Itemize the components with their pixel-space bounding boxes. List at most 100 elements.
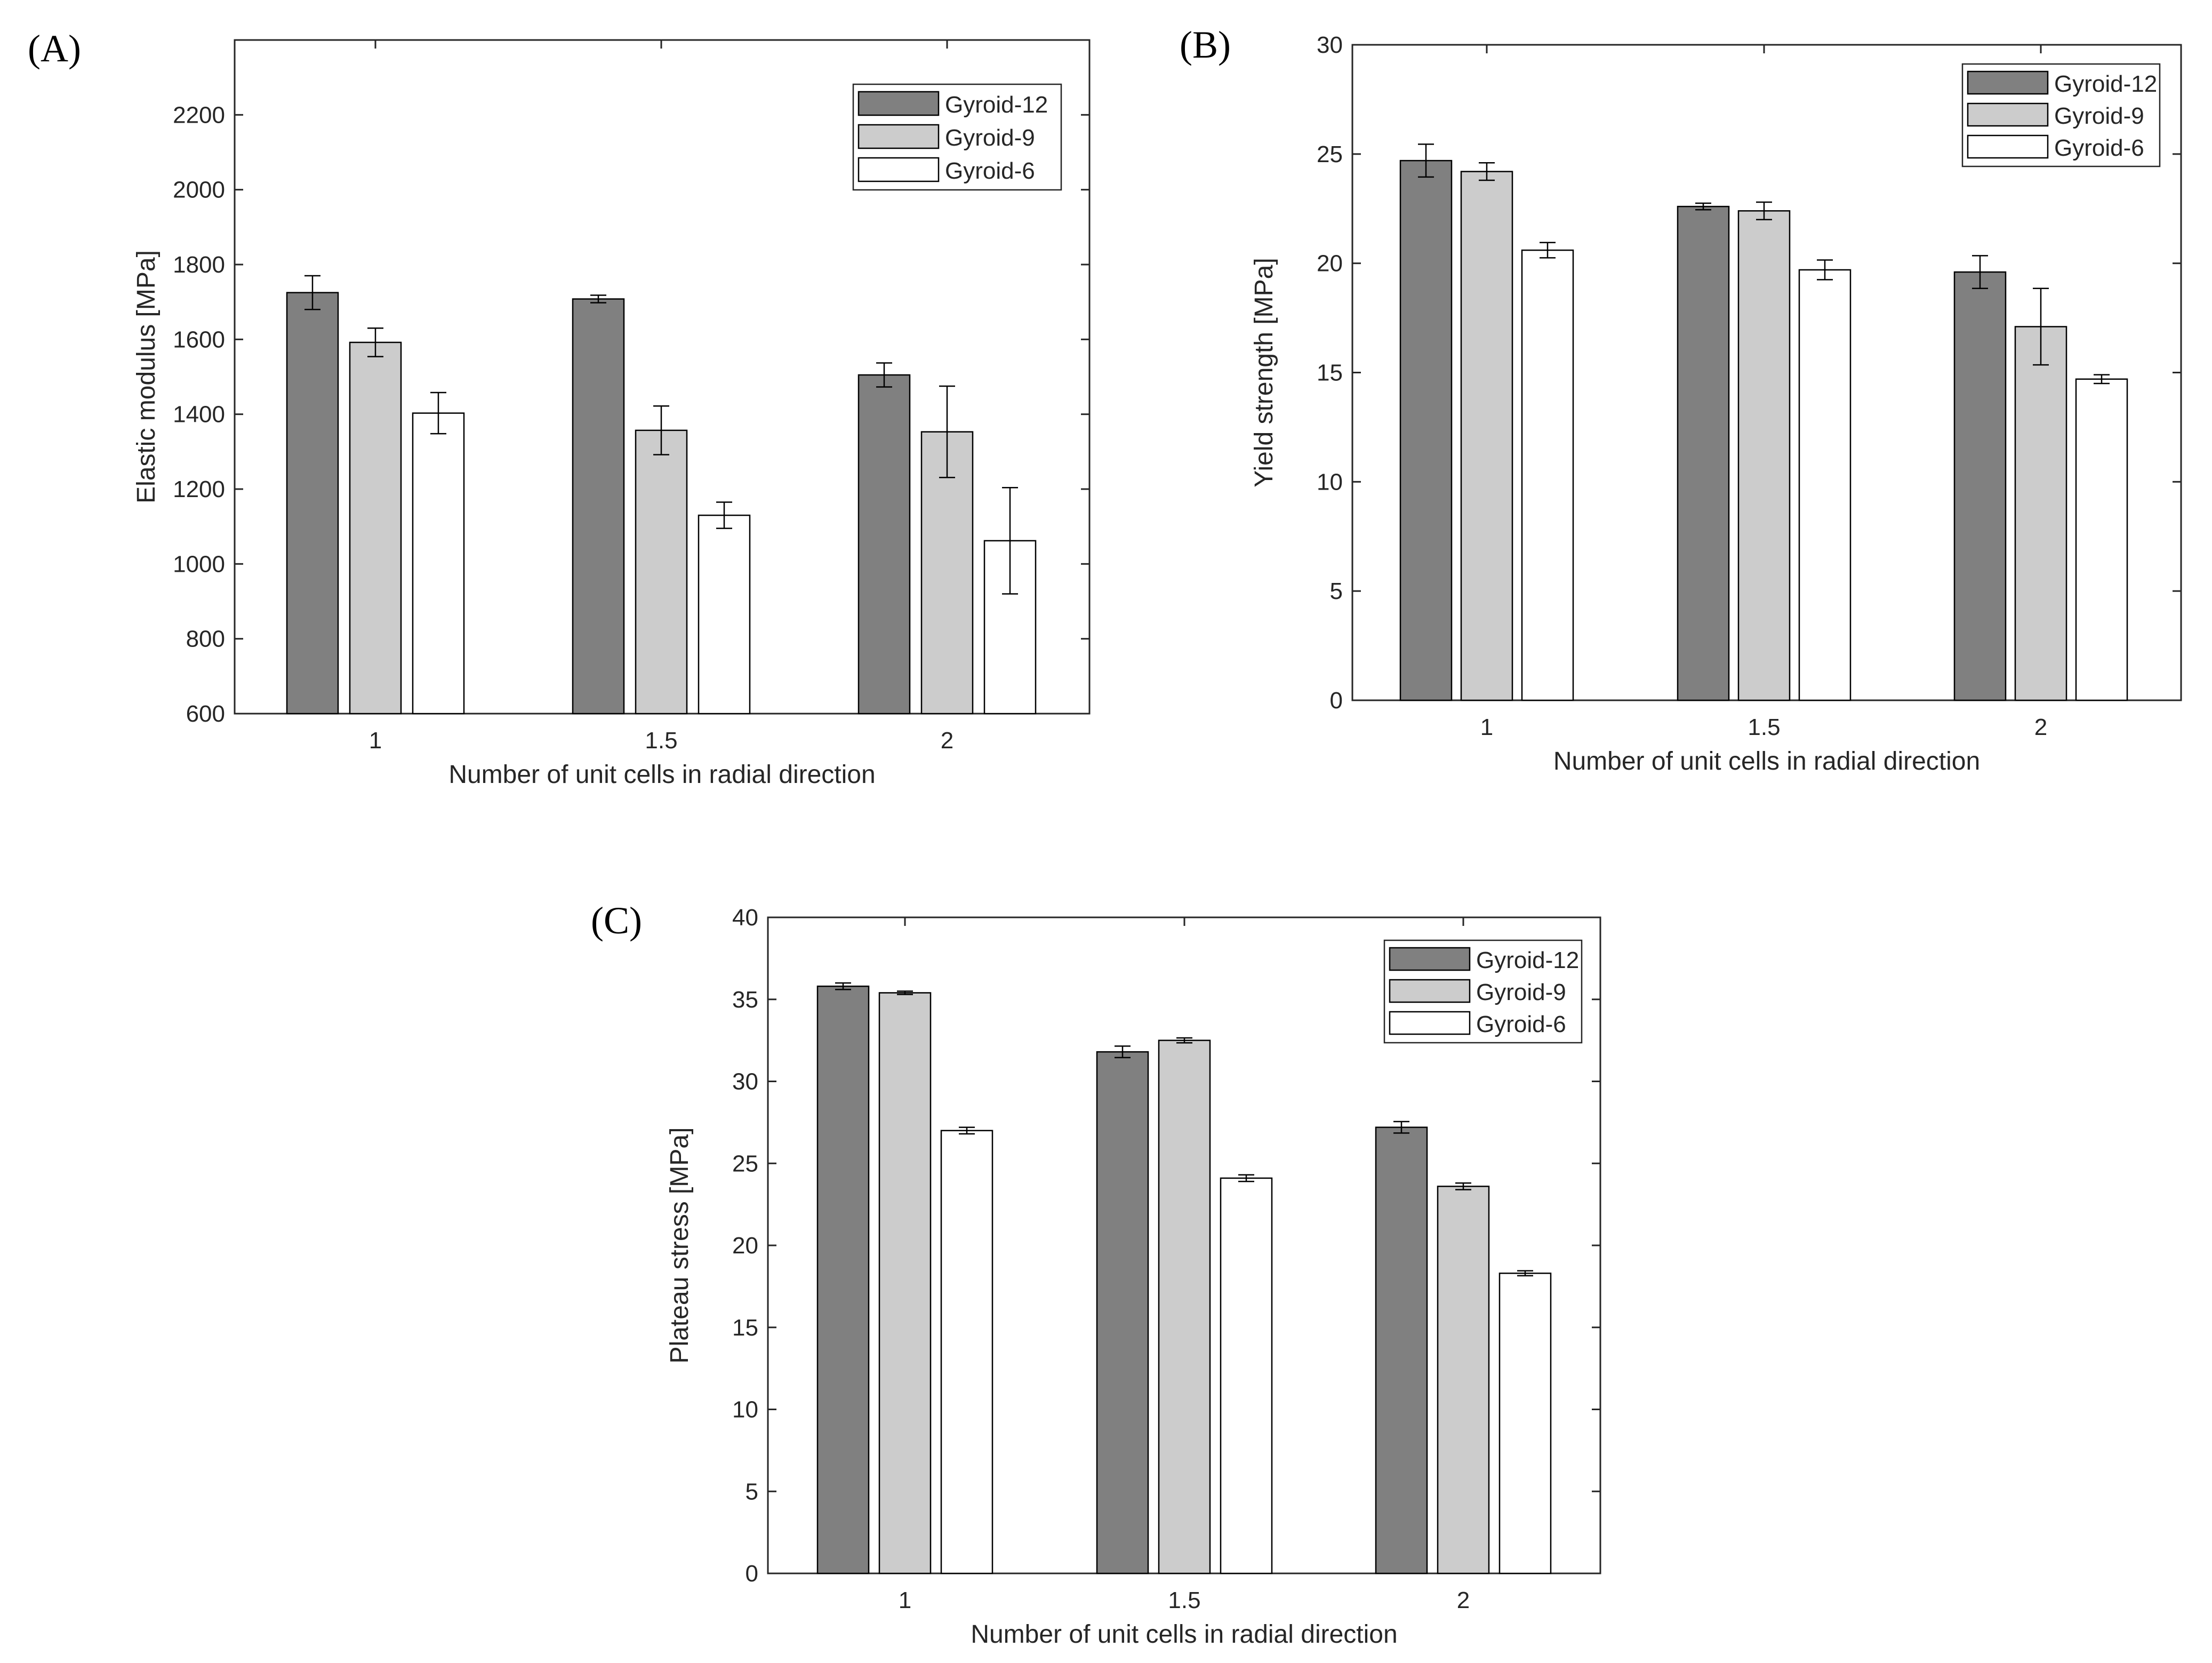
legend-label: Gyroid-12	[945, 92, 1048, 118]
y-tick-label: 1600	[173, 326, 225, 353]
y-tick-label: 20	[732, 1233, 758, 1259]
bar-gyroid-12	[1375, 1126, 1428, 1574]
panel-label: (B)	[1180, 23, 1231, 66]
legend-swatch-gyroid-9	[1967, 102, 2049, 127]
bar-gyroid-12	[572, 298, 625, 715]
panel-a: (A) 600 800 1000 1200 1400 1600 1800 2000 2200 1 1.…	[28, 27, 1091, 789]
y-tick-label: 1800	[173, 252, 225, 278]
error-bar	[1817, 259, 1833, 281]
y-tick-label: 600	[186, 701, 225, 727]
y-tick-label: 15	[732, 1315, 758, 1341]
error-bar	[835, 982, 851, 990]
error-bar	[1393, 1121, 1409, 1134]
error-bar	[2033, 287, 2049, 366]
y-tick-label: 1200	[173, 476, 225, 502]
bar-gyroid-6	[1498, 1273, 1552, 1574]
x-tick-label: 2	[1457, 1587, 1470, 1613]
x-tick-label: 2	[2034, 714, 2047, 740]
error-bar	[1238, 1174, 1254, 1182]
bar-gyroid-12	[816, 985, 870, 1574]
x-axis-title: Number of unit cells in radial direction	[1553, 747, 1980, 775]
error-bar	[367, 327, 383, 357]
y-tick-label: 5	[1330, 578, 1343, 604]
panel-label: (A)	[28, 27, 81, 70]
error-bar	[1455, 1182, 1471, 1190]
bar-gyroid-9	[1437, 1186, 1490, 1574]
error-bar	[1115, 1045, 1131, 1059]
bar-gyroid-6	[2075, 378, 2128, 701]
error-bar	[897, 990, 913, 995]
bar-gyroid-9	[878, 992, 932, 1574]
bar-gyroid-12	[857, 374, 911, 715]
error-bar	[1002, 486, 1018, 595]
y-tick-label: 15	[1317, 360, 1343, 386]
panel-label: (C)	[591, 899, 642, 942]
x-tick-label: 1	[1480, 714, 1493, 740]
legend-swatch-gyroid-12	[857, 91, 940, 116]
bar-gyroid-6	[1521, 249, 1574, 701]
y-axis-title: Yield strength [MPa]	[1250, 258, 1278, 487]
legend-label: Gyroid-6	[945, 158, 1035, 184]
error-bar	[1695, 202, 1711, 211]
bar-gyroid-6	[1798, 269, 1852, 701]
y-tick-label: 25	[732, 1150, 758, 1177]
bar-gyroid-6	[1220, 1177, 1273, 1574]
y-tick-label: 0	[1330, 687, 1343, 714]
y-tick-label: 40	[732, 905, 758, 931]
error-bar	[1418, 143, 1434, 178]
x-tick-label: 1.5	[1168, 1587, 1200, 1613]
legend-swatch-gyroid-12	[1389, 947, 1471, 971]
legend-label: Gyroid-9	[1476, 979, 1566, 1005]
x-tick-label: 2	[941, 727, 953, 754]
error-bar	[959, 1126, 975, 1135]
bar-gyroid-9	[635, 429, 688, 715]
legend-swatch-gyroid-6	[1389, 1011, 1471, 1035]
error-bar	[1176, 1037, 1192, 1044]
bar-gyroid-6	[940, 1130, 993, 1574]
error-bar	[590, 294, 606, 303]
legend-label: Gyroid-9	[2054, 103, 2144, 129]
legend-label: Gyroid-9	[945, 125, 1035, 151]
bar-gyroid-9	[1158, 1040, 1211, 1574]
legend-swatch-gyroid-9	[1389, 979, 1471, 1003]
bar-gyroid-6	[412, 412, 465, 715]
legend-label: Gyroid-6	[1476, 1011, 1566, 1037]
bar-gyroid-9	[349, 341, 402, 715]
error-bar	[1479, 162, 1495, 181]
y-tick-label: 10	[732, 1397, 758, 1423]
error-bar	[430, 391, 446, 435]
bar-gyroid-12	[1399, 159, 1453, 701]
x-axis-title: Number of unit cells in radial direction	[448, 761, 875, 789]
legend: Gyroid-12 Gyroid-9 Gyroid-6	[1961, 63, 2161, 167]
error-bar	[2094, 374, 2110, 385]
error-bar	[1517, 1270, 1533, 1277]
bar-gyroid-9	[920, 431, 974, 715]
y-tick-label: 30	[1317, 32, 1343, 58]
bar-gyroid-12	[1096, 1051, 1149, 1574]
error-bar	[653, 405, 669, 455]
y-tick-label: 1000	[173, 551, 225, 577]
error-bar	[1972, 255, 1988, 290]
y-tick-label: 2000	[173, 177, 225, 203]
panel-c: (C) 0 5 10 15 20 25 30 35 40 1 1.5 2 Number of unit c…	[591, 899, 1601, 1649]
error-bar	[939, 385, 955, 478]
legend-label: Gyroid-12	[2054, 71, 2157, 97]
bar-gyroid-9	[1460, 171, 1513, 701]
y-tick-label: 30	[732, 1069, 758, 1095]
y-tick-label: 35	[732, 987, 758, 1013]
y-tick-label: 25	[1317, 141, 1343, 167]
error-bar	[1540, 242, 1556, 259]
legend-swatch-gyroid-6	[1967, 134, 2049, 159]
y-axis-title: Plateau stress [MPa]	[666, 1128, 694, 1364]
y-tick-label: 800	[186, 626, 225, 652]
error-bar	[1756, 201, 1772, 220]
panel-b: (B) 0 5 10 15 20 25 30 1 1.5 2 Number of unit cells…	[1180, 23, 2182, 775]
bar-gyroid-6	[698, 514, 751, 715]
error-bar	[876, 362, 892, 388]
x-tick-label: 1.5	[645, 727, 677, 754]
legend-swatch-gyroid-6	[857, 157, 940, 182]
error-bar	[304, 275, 320, 310]
x-axis-title: Number of unit cells in radial direction	[971, 1620, 1397, 1649]
bar-gyroid-9	[1737, 210, 1791, 701]
y-tick-label: 1400	[173, 402, 225, 428]
